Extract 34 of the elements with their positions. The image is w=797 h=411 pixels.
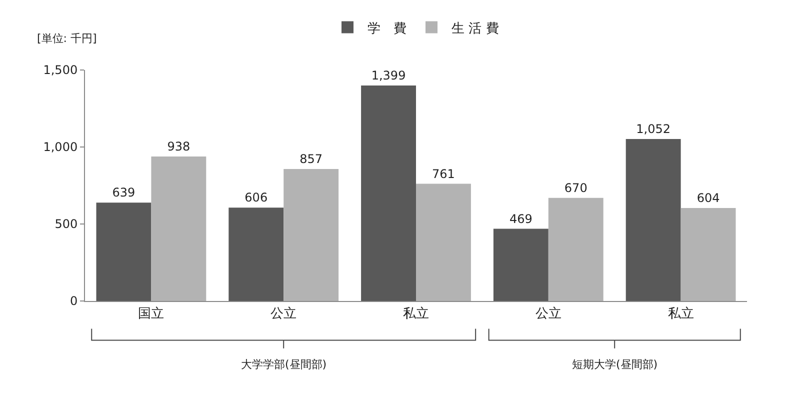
bar <box>96 202 152 301</box>
y-tick-label: 0 <box>70 294 78 308</box>
x-tick-label: 公立 <box>270 306 297 322</box>
y-tick-label: 500 <box>54 217 78 232</box>
data-label: 938 <box>167 140 190 154</box>
x-tick-label: 私立 <box>668 306 694 322</box>
legend-label: 学 費 <box>368 21 406 36</box>
bar <box>626 138 681 301</box>
bar <box>151 156 206 301</box>
text: 短期大学(昼間部) <box>572 358 658 371</box>
data-label: 1,052 <box>636 122 671 136</box>
x-tick-label: 私立 <box>403 306 429 322</box>
data-label: 857 <box>300 152 323 166</box>
legend-label: 生 活 費 <box>452 21 499 36</box>
bar <box>680 208 736 301</box>
bar <box>361 86 416 301</box>
data-label: 639 <box>112 186 136 200</box>
bar <box>228 208 284 301</box>
data-label: 469 <box>509 212 532 226</box>
data-label: 1,399 <box>371 68 406 83</box>
data-label: 606 <box>244 190 268 205</box>
bar <box>548 198 604 301</box>
bar <box>416 184 471 301</box>
bar <box>284 169 339 301</box>
y-tick-label: 1,000 <box>43 140 78 154</box>
x-tick-label: 公立 <box>535 306 562 322</box>
data-label: 761 <box>432 166 455 181</box>
data-label: 670 <box>564 180 588 195</box>
text: 大学学部(昼間部) <box>241 358 327 371</box>
bar <box>493 228 548 301</box>
y-tick-label: 1,500 <box>43 63 78 78</box>
data-label: 604 <box>696 190 720 205</box>
y-axis-title: [単位: 千円] <box>37 32 97 45</box>
x-tick-label: 国立 <box>138 306 164 322</box>
